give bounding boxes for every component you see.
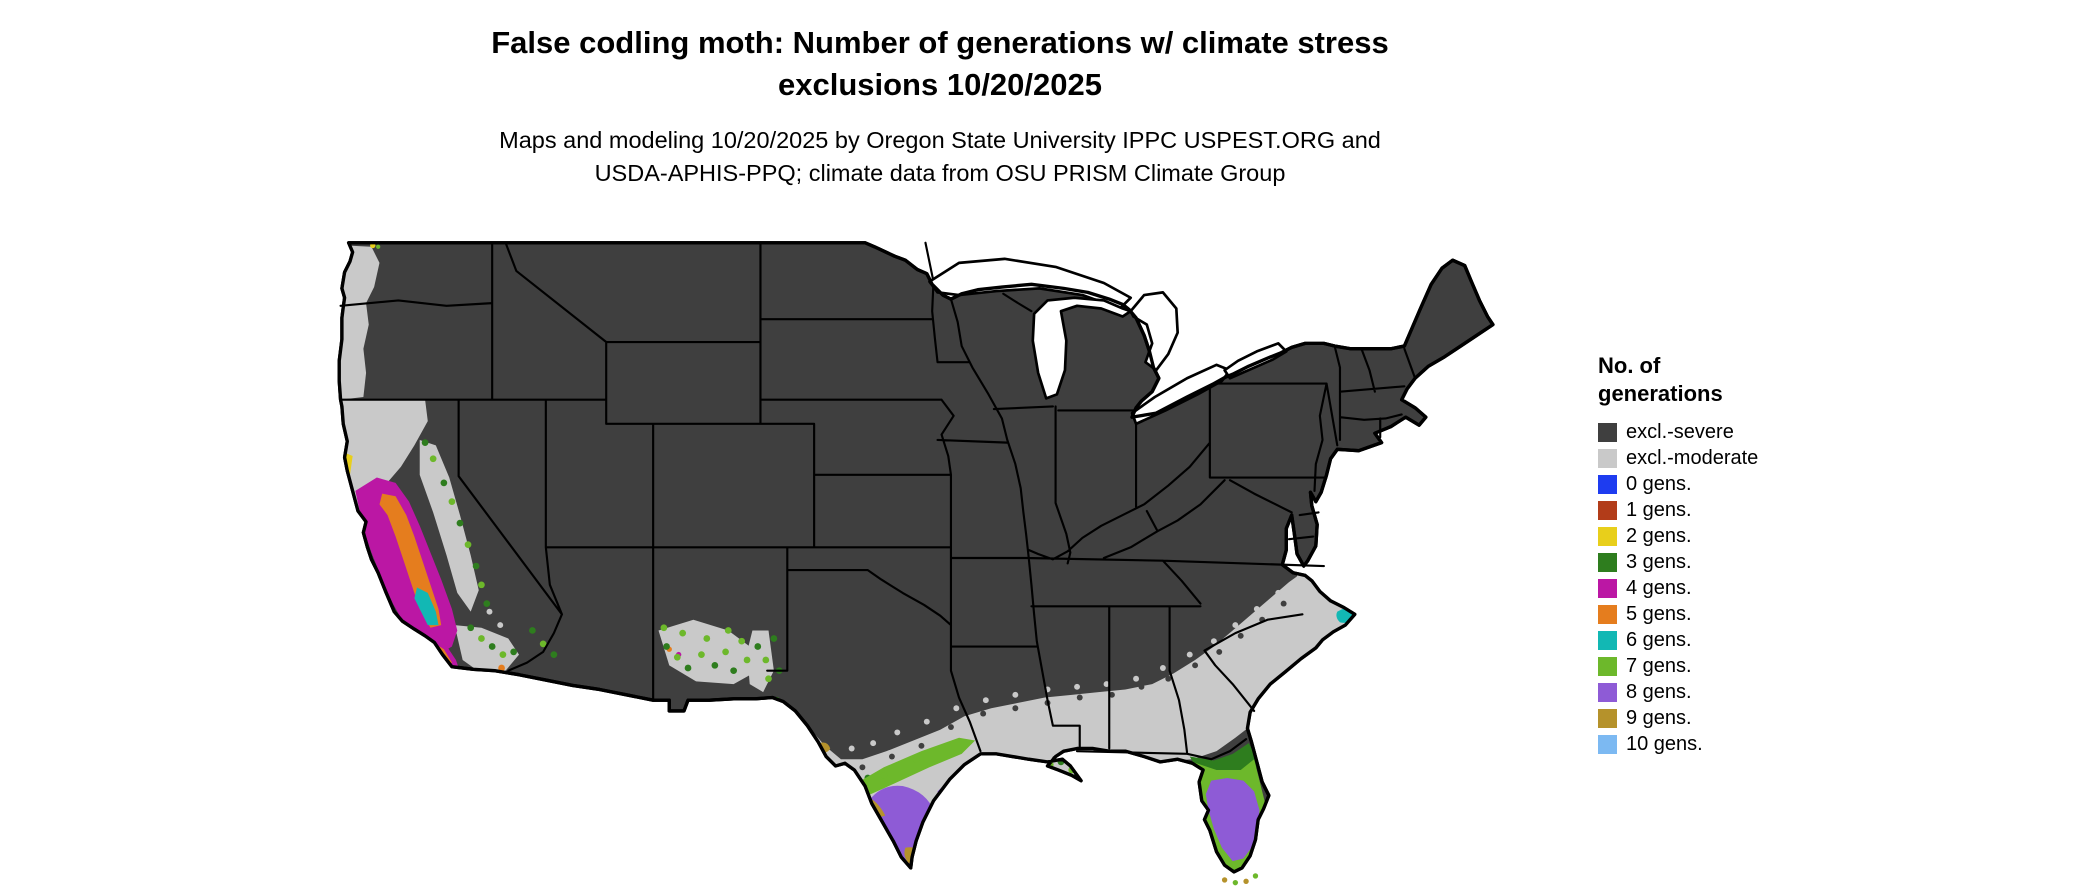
legend-item-4-gens: 4 gens. [1598, 575, 1828, 601]
legend-swatch-2-gens [1598, 526, 1617, 546]
legend-item-excl-moderate: excl.-moderate [1598, 445, 1828, 471]
lake-michigan [1031, 296, 1133, 400]
legend-item-label: 6 gens. [1626, 628, 1692, 651]
legend-swatch-8-gens [1598, 682, 1617, 702]
legend-swatch-9-gens [1598, 708, 1617, 728]
legend-swatch-10-gens [1598, 734, 1617, 754]
legend-item-1-gens: 1 gens. [1598, 497, 1828, 523]
figure-header: False codling moth: Number of generation… [0, 22, 1880, 189]
legend-item-2-gens: 2 gens. [1598, 523, 1828, 549]
figure-subtitle-line1: Maps and modeling 10/20/2025 by Oregon S… [499, 126, 1381, 153]
figure-subtitle: Maps and modeling 10/20/2025 by Oregon S… [0, 124, 1880, 190]
legend-item-5-gens: 5 gens. [1598, 601, 1828, 627]
legend-title-line2: generations [1598, 380, 1723, 406]
legend-swatch-6-gens [1598, 630, 1617, 650]
lake-huron [1129, 291, 1179, 372]
legend-title-line1: No. of [1598, 353, 1661, 378]
legend-item-0-gens: 0 gens. [1598, 471, 1828, 497]
state-borders [339, 241, 1417, 761]
us-outline [337, 241, 1495, 874]
legend-swatch-1-gens [1598, 500, 1617, 520]
figure-title: False codling moth: Number of generation… [0, 22, 1880, 106]
legend-item-label: excl.-moderate [1626, 446, 1759, 469]
us-generations-map [325, 228, 1538, 888]
us-map-svg [337, 241, 1495, 886]
legend-item-label: 3 gens. [1626, 550, 1692, 573]
legend-title: No. of generations [1598, 352, 1828, 407]
legend-item-label: 1 gens. [1626, 498, 1692, 521]
map-dither-severe-dots [859, 600, 1287, 771]
figure-subtitle-line2: USDA-APHIS-PPQ; climate data from OSU PR… [594, 159, 1286, 186]
legend-item-excl-severe: excl.-severe [1598, 419, 1828, 445]
map-region-florida-keys [1221, 873, 1259, 886]
legend-item-10-gens: 10 gens. [1598, 731, 1828, 757]
legend-item-label: 0 gens. [1626, 472, 1692, 495]
legend-swatch-7-gens [1598, 656, 1617, 676]
figure-title-line1: False codling moth: Number of generation… [491, 25, 1389, 60]
legend-item-label: excl.-severe [1626, 420, 1734, 443]
legend-item-label: 9 gens. [1626, 706, 1692, 729]
legend-item-label: 5 gens. [1626, 602, 1692, 625]
legend-item-label: 2 gens. [1626, 524, 1692, 547]
map-region-excl-moderate [339, 245, 1355, 858]
legend-item-label: 4 gens. [1626, 576, 1692, 599]
legend-swatch-3-gens [1598, 552, 1617, 572]
legend-swatch-4-gens [1598, 578, 1617, 598]
legend-item-label: 10 gens. [1626, 732, 1703, 755]
map-legend: No. of generations excl.-severe excl.-mod… [1598, 352, 1828, 757]
lake-erie [1130, 363, 1232, 426]
legend-swatch-0-gens [1598, 474, 1617, 494]
legend-item-7-gens: 7 gens. [1598, 653, 1828, 679]
figure-title-line2: exclusions 10/20/2025 [777, 66, 1102, 102]
legend-item-label: 7 gens. [1626, 654, 1692, 677]
legend-item-label: 8 gens. [1626, 680, 1692, 703]
legend-swatch-excl-severe [1598, 422, 1617, 442]
legend-item-8-gens: 8 gens. [1598, 679, 1828, 705]
legend-swatch-excl-moderate [1598, 448, 1617, 468]
legend-item-6-gens: 6 gens. [1598, 627, 1828, 653]
legend-item-9-gens: 9 gens. [1598, 705, 1828, 731]
legend-item-3-gens: 3 gens. [1598, 549, 1828, 575]
legend-swatch-5-gens [1598, 604, 1617, 624]
